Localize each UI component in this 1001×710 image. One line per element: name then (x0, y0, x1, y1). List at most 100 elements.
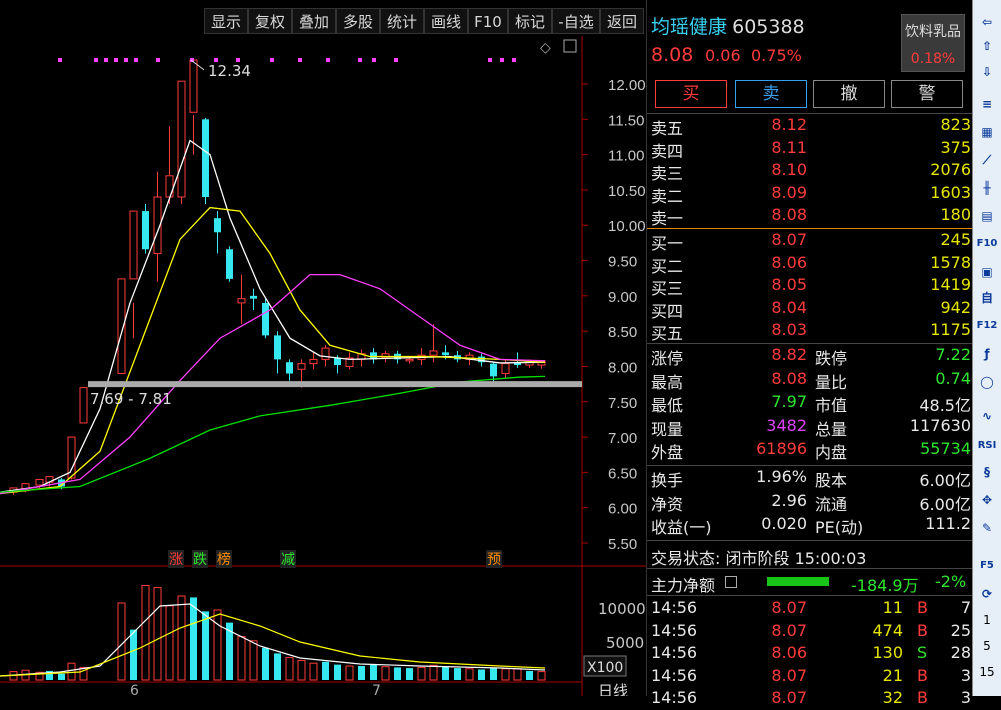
window-icon[interactable] (563, 39, 577, 53)
chart-grid (0, 36, 646, 696)
candle-body-up (153, 196, 162, 254)
sector-box[interactable]: 饮料乳品 0.18% (901, 14, 965, 72)
ask-row[interactable]: 卖三 8.10 2076 (651, 160, 971, 184)
fund-row[interactable]: 收益(一) 0.020 PE(动) 111.2 (651, 514, 971, 537)
stat-row[interactable]: 涨停 8.82 跌停 7.22 (651, 345, 971, 368)
arrow-up-icon[interactable]: ⇧ (981, 39, 993, 53)
high-label: 12.34 (208, 62, 251, 80)
tick-row[interactable]: 14:56 8.07 21 B 3 (651, 666, 971, 688)
period-p1-button[interactable]: 1 (983, 613, 991, 627)
arrow-left-icon[interactable]: ⇦ (981, 15, 993, 29)
circle-icon[interactable]: ◯ (980, 375, 994, 389)
fund-row[interactable]: 净资 2.96 流通 6.00亿 (651, 491, 971, 514)
sell-button[interactable]: 卖 (735, 80, 807, 108)
f10-button[interactable]: F10 (468, 8, 508, 34)
ask-label: 卖一 (651, 209, 684, 229)
price-tick-label: 6.50 (608, 465, 637, 482)
fund-row[interactable]: 换手 1.96% 股本 6.00亿 (651, 467, 971, 490)
tick-row[interactable]: 14:56 8.07 11 B 7 (651, 598, 971, 620)
bid-row[interactable]: 买二 8.06 1578 (651, 253, 971, 276)
multi-stock-button[interactable]: 多股 (336, 8, 380, 34)
candlesticks (9, 59, 546, 495)
volume-bar-down (202, 611, 209, 680)
ask-row[interactable]: 卖五 8.12 823 (651, 115, 971, 138)
tick-volume: 130 (872, 643, 903, 663)
stat-row[interactable]: 现量 3482 总量 117630 (651, 416, 971, 439)
signal-dot (358, 58, 362, 62)
s-icon[interactable]: § (984, 465, 990, 479)
cancel-order-button[interactable]: 撤 (813, 80, 885, 108)
mark-button[interactable]: 标记 (508, 8, 552, 34)
display-button[interactable]: 显示 (204, 8, 248, 34)
list-icon[interactable] (725, 576, 737, 588)
refresh-icon[interactable]: ⟳ (981, 587, 993, 601)
overlay-button[interactable]: 叠加 (292, 8, 336, 34)
move-icon[interactable]: ✥ (981, 493, 993, 507)
buy-button[interactable]: 买 (655, 80, 727, 108)
doc-icon[interactable]: ▣ (981, 265, 993, 279)
alert-button[interactable]: 警 (891, 80, 963, 108)
net-flow-value: -184.9万 (851, 576, 919, 595)
stat-value: 55734 (920, 439, 971, 458)
tick-row[interactable]: 14:56 8.07 474 B 25 (651, 621, 971, 643)
candle-body-up (501, 363, 510, 375)
event-tag[interactable] (192, 550, 208, 568)
signal-dot (58, 58, 62, 62)
f5-icon[interactable]: F5 (980, 560, 994, 571)
line-chart-icon[interactable]: ⟋ (982, 153, 992, 167)
event-tag[interactable] (280, 550, 296, 568)
event-tag[interactable] (216, 550, 232, 568)
event-tag-label: 预 (487, 552, 501, 568)
ask-row[interactable]: 卖二 8.09 1603 (651, 183, 971, 206)
event-tag[interactable] (486, 550, 502, 568)
stat-row[interactable]: 最高 8.08 量比 0.74 (651, 369, 971, 392)
draw-line-button[interactable]: 画线 (424, 8, 468, 34)
arrow-down-icon[interactable]: ⇩ (981, 65, 993, 79)
bid-row[interactable]: 买五 8.03 1175 (651, 320, 971, 343)
stats-button[interactable]: 统计 (380, 8, 424, 34)
period-p5-button[interactable]: 5 (983, 639, 991, 653)
kline-chart[interactable]: 12.00 11.50 11.00 10.50 10.00 9.50 9.00 8.50 8.0… (0, 36, 646, 696)
bid-label: 买三 (651, 279, 684, 299)
event-tag[interactable] (168, 550, 184, 568)
tick-price: 8.07 (771, 688, 807, 708)
price-tick-label: 9.00 (608, 289, 637, 306)
fund-label: 流通 (815, 494, 848, 514)
bid-row[interactable]: 买四 8.04 942 (651, 298, 971, 321)
back-button[interactable]: 返回 (600, 8, 644, 34)
signal-dot (214, 58, 218, 62)
signal-dot (124, 58, 128, 62)
bid-row[interactable]: 买三 8.05 1419 (651, 275, 971, 299)
ask-label: 卖三 (651, 164, 684, 184)
rsi-icon[interactable]: RSI (977, 440, 997, 451)
self-icon[interactable]: 自 (980, 291, 993, 305)
tool-sidebar: ⇦ ⇧ ⇩ ≡ ▦ ⟋ ╫ ▤ F10 ▣ 自 F12 ƒ ◯ ∿ RSI § ✥ ✎ F5 ⟳ 1 5 15 (972, 0, 1001, 696)
ask-row[interactable]: 卖一 8.08 180 (651, 205, 971, 229)
diamond-icon[interactable]: ◇ (540, 40, 551, 56)
window-icon[interactable]: ▤ (981, 209, 993, 223)
period-label[interactable]: 日线 (598, 682, 628, 696)
adjust-button[interactable]: 复权 (248, 8, 292, 34)
period-p15-button[interactable]: 15 (979, 665, 995, 679)
pencil-icon[interactable]: ✎ (981, 521, 993, 535)
candle-icon[interactable]: ╫ (983, 181, 991, 195)
tick-row[interactable]: 14:56 8.07 32 B 3 (651, 688, 971, 710)
candle-body-down (262, 302, 269, 336)
stat-row[interactable]: 最低 7.97 市值 48.5亿 (651, 392, 971, 415)
ask-row[interactable]: 卖四 8.11 375 (651, 138, 971, 161)
volume-bar-up (501, 668, 510, 681)
tick-time: 14:56 (651, 598, 698, 617)
stat-row[interactable]: 外盘 61896 内盘 55734 (651, 439, 971, 462)
tick-row[interactable]: 14:56 8.06 130 S 28 (651, 643, 971, 665)
f12-icon[interactable]: F12 (976, 320, 998, 331)
volume-unit-box[interactable] (583, 655, 627, 677)
bid-price: 8.05 (771, 275, 807, 295)
f10-icon[interactable]: F10 (976, 238, 998, 249)
bid-row[interactable]: 买一 8.07 245 (651, 230, 971, 253)
wave-icon[interactable]: ∿ (981, 409, 993, 423)
volume-bar-down (358, 666, 365, 680)
fx-icon[interactable]: ƒ (984, 347, 990, 361)
list-icon[interactable]: ≡ (981, 97, 993, 111)
remove-watchlist-button[interactable]: -自选 (552, 8, 600, 34)
grid-icon[interactable]: ▦ (981, 125, 993, 139)
